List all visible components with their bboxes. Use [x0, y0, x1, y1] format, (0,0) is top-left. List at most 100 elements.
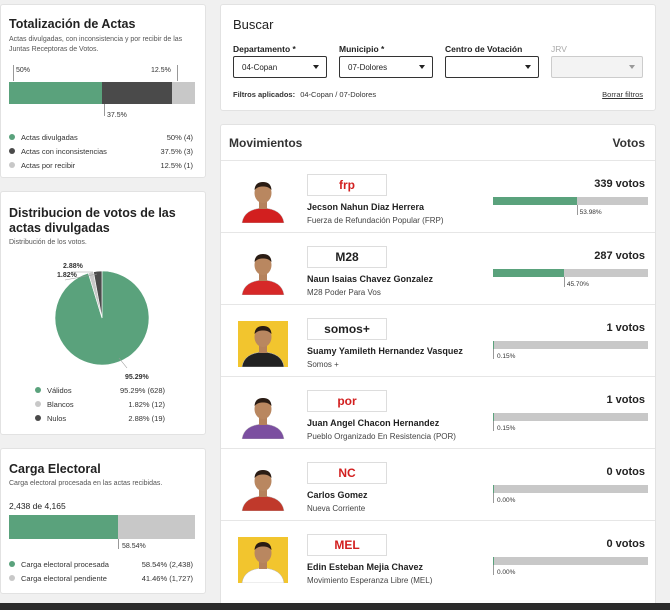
candidate-percentage: 0.15%: [497, 353, 516, 360]
legend-nulos: Nulos 2.88% (19): [35, 412, 165, 424]
candidate-photo: [238, 177, 288, 223]
candidate-row: por Juan Angel Chacon Hernandez Pueblo Org…: [221, 376, 655, 448]
chevron-down-icon: [629, 65, 635, 69]
vote-bar-fill: [493, 485, 495, 493]
legend-validos: Válidos 95.29% (628): [35, 384, 165, 396]
pie-leader-line: [64, 273, 98, 281]
municipio-select[interactable]: 07-Dolores: [339, 56, 433, 78]
legend-label: Carga electoral pendiente: [21, 573, 107, 583]
party-logo: somos+: [307, 318, 387, 340]
vote-bar: [493, 341, 648, 349]
jrv-select[interactable]: [551, 56, 643, 78]
legend-dot: [9, 575, 15, 581]
party-logo: por: [307, 390, 387, 412]
vote-bar: [493, 413, 648, 421]
legend-dot: [9, 561, 15, 567]
filtros-aplicados: Filtros aplicados: 04-Copan / 07-Dolores: [233, 90, 376, 99]
chevron-down-icon: [525, 65, 531, 69]
vote-bar-fill: [493, 269, 564, 277]
vote-bar-tick: [563, 277, 565, 287]
candidate-percentage: 45.70%: [566, 281, 589, 288]
filtros-label: Filtros aplicados:: [233, 90, 296, 99]
totalizacion-card: Totalización de Actas Actas divulgadas, …: [0, 4, 206, 178]
legend-label: Actas divulgadas: [21, 132, 78, 142]
carga-subtitle: Carga electoral procesada en las actas r…: [9, 480, 163, 487]
buscar-title: Buscar: [233, 17, 274, 32]
legend-label: Válidos: [47, 385, 72, 395]
candidate-name: Carlos Gomez: [307, 490, 368, 500]
totalizacion-bar-segment: [9, 82, 102, 104]
totalizacion-title: Totalización de Actas: [9, 17, 136, 31]
candidate-row: M28 Naun Isaias Chavez Gonzalez M28 Poder …: [221, 232, 655, 304]
legend-value: 95.29% (628): [119, 385, 165, 395]
totalizacion-bar-segment: [102, 82, 172, 104]
legend-actas-divulgadas: Actas divulgadas 50% (4): [9, 131, 193, 143]
distribucion-title: Distribucion de votos de las actas divul…: [9, 206, 176, 235]
party-logo: MEL: [307, 534, 387, 556]
totalizacion-bar-segment: [171, 82, 195, 104]
vote-bar: [493, 557, 648, 565]
candidate-party: Pueblo Organizado En Resistencia (POR): [307, 432, 456, 441]
vote-bar: [493, 197, 648, 205]
totalizacion-subtitle: Actas divulgadas, con inconsistencia y p…: [9, 36, 183, 53]
candidate-party: Fuerza de Refundación Popular (FRP): [307, 216, 444, 225]
pie-label-nulos: 2.88%: [63, 263, 83, 270]
candidate-votes: 339 votos: [594, 178, 645, 190]
candidate-party: Movimiento Esperanza Libre (MEL): [307, 576, 433, 585]
centro-votacion-select[interactable]: [445, 56, 539, 78]
borrar-filtros-link[interactable]: Borrar filtros: [602, 90, 643, 99]
legend-value: 1.82% (12): [128, 399, 165, 409]
totalizacion-tick-mid: [104, 104, 105, 116]
candidate-photo: [238, 465, 288, 511]
candidate-percentage: 0.15%: [497, 425, 516, 432]
legend-dot: [35, 387, 41, 393]
vote-bar-fill: [493, 341, 495, 349]
candidate-photo: [238, 249, 288, 295]
candidate-photo: [238, 537, 288, 583]
votos-header: Votos: [612, 136, 645, 150]
carga-bar: [9, 515, 195, 539]
candidate-row: NC Carlos Gomez Nueva Corriente 0 votos 0.00…: [221, 448, 655, 520]
filtros-value: 04-Copan / 07-Dolores: [300, 90, 377, 99]
jrv-label: JRV: [551, 44, 567, 54]
legend-dot: [9, 148, 15, 154]
totalizacion-label-left: 50%: [16, 67, 31, 74]
candidate-party: M28 Poder Para Vos: [307, 288, 381, 297]
candidate-photo: [238, 321, 288, 367]
legend-label: Nulos: [47, 413, 67, 423]
legend-value: 50% (4): [166, 132, 193, 142]
distribucion-pie-chart: [54, 270, 150, 369]
candidate-name: Naun Isaias Chavez Gonzalez: [307, 274, 434, 284]
departamento-label: Departamento *: [233, 44, 296, 54]
candidate-votes: 0 votos: [606, 466, 645, 478]
carga-tick: [118, 539, 119, 549]
legend-dot: [9, 162, 15, 168]
party-logo: NC: [307, 462, 387, 484]
departamento-select[interactable]: 04-Copan: [233, 56, 327, 78]
candidate-party: Somos +: [307, 360, 339, 369]
legend-carga-procesada: Carga electoral procesada 58.54% (2,438): [9, 558, 193, 570]
legend-dot: [9, 134, 15, 140]
legend-dot: [35, 401, 41, 407]
centro-votacion-label: Centro de Votación: [445, 44, 523, 54]
municipio-value: 07-Dolores: [348, 62, 388, 72]
legend-label: Carga electoral procesada: [21, 559, 109, 569]
candidate-row: MEL Edin Esteban Mejia Chavez Movimiento E…: [221, 520, 655, 592]
chevron-down-icon: [313, 65, 319, 69]
candidate-row: frp Jecson Nahun Diaz Herrera Fuerza de Re…: [221, 160, 655, 232]
carga-bar-label: 58.54%: [122, 543, 146, 550]
pie-slice-nulos: [93, 270, 103, 319]
candidate-name: Suamy Yamileth Hernandez Vasquez: [307, 346, 463, 356]
totalizacion-tick-left: [13, 65, 14, 81]
vote-bar-tick: [576, 205, 578, 215]
carga-count: 2,438 de 4,165: [9, 501, 66, 511]
distribucion-subtitle: Distribución de los votos.: [9, 239, 87, 246]
vote-bar: [493, 485, 648, 493]
candidate-votes: 0 votos: [606, 538, 645, 550]
legend-value: 58.54% (2,438): [141, 559, 193, 569]
candidate-percentage: 53.98%: [579, 209, 602, 216]
vote-bar-fill: [493, 557, 495, 565]
candidate-percentage: 0.00%: [497, 497, 516, 504]
legend-label: Actas con inconsistencias: [21, 146, 107, 156]
totalizacion-label-right: 12.5%: [151, 67, 171, 74]
